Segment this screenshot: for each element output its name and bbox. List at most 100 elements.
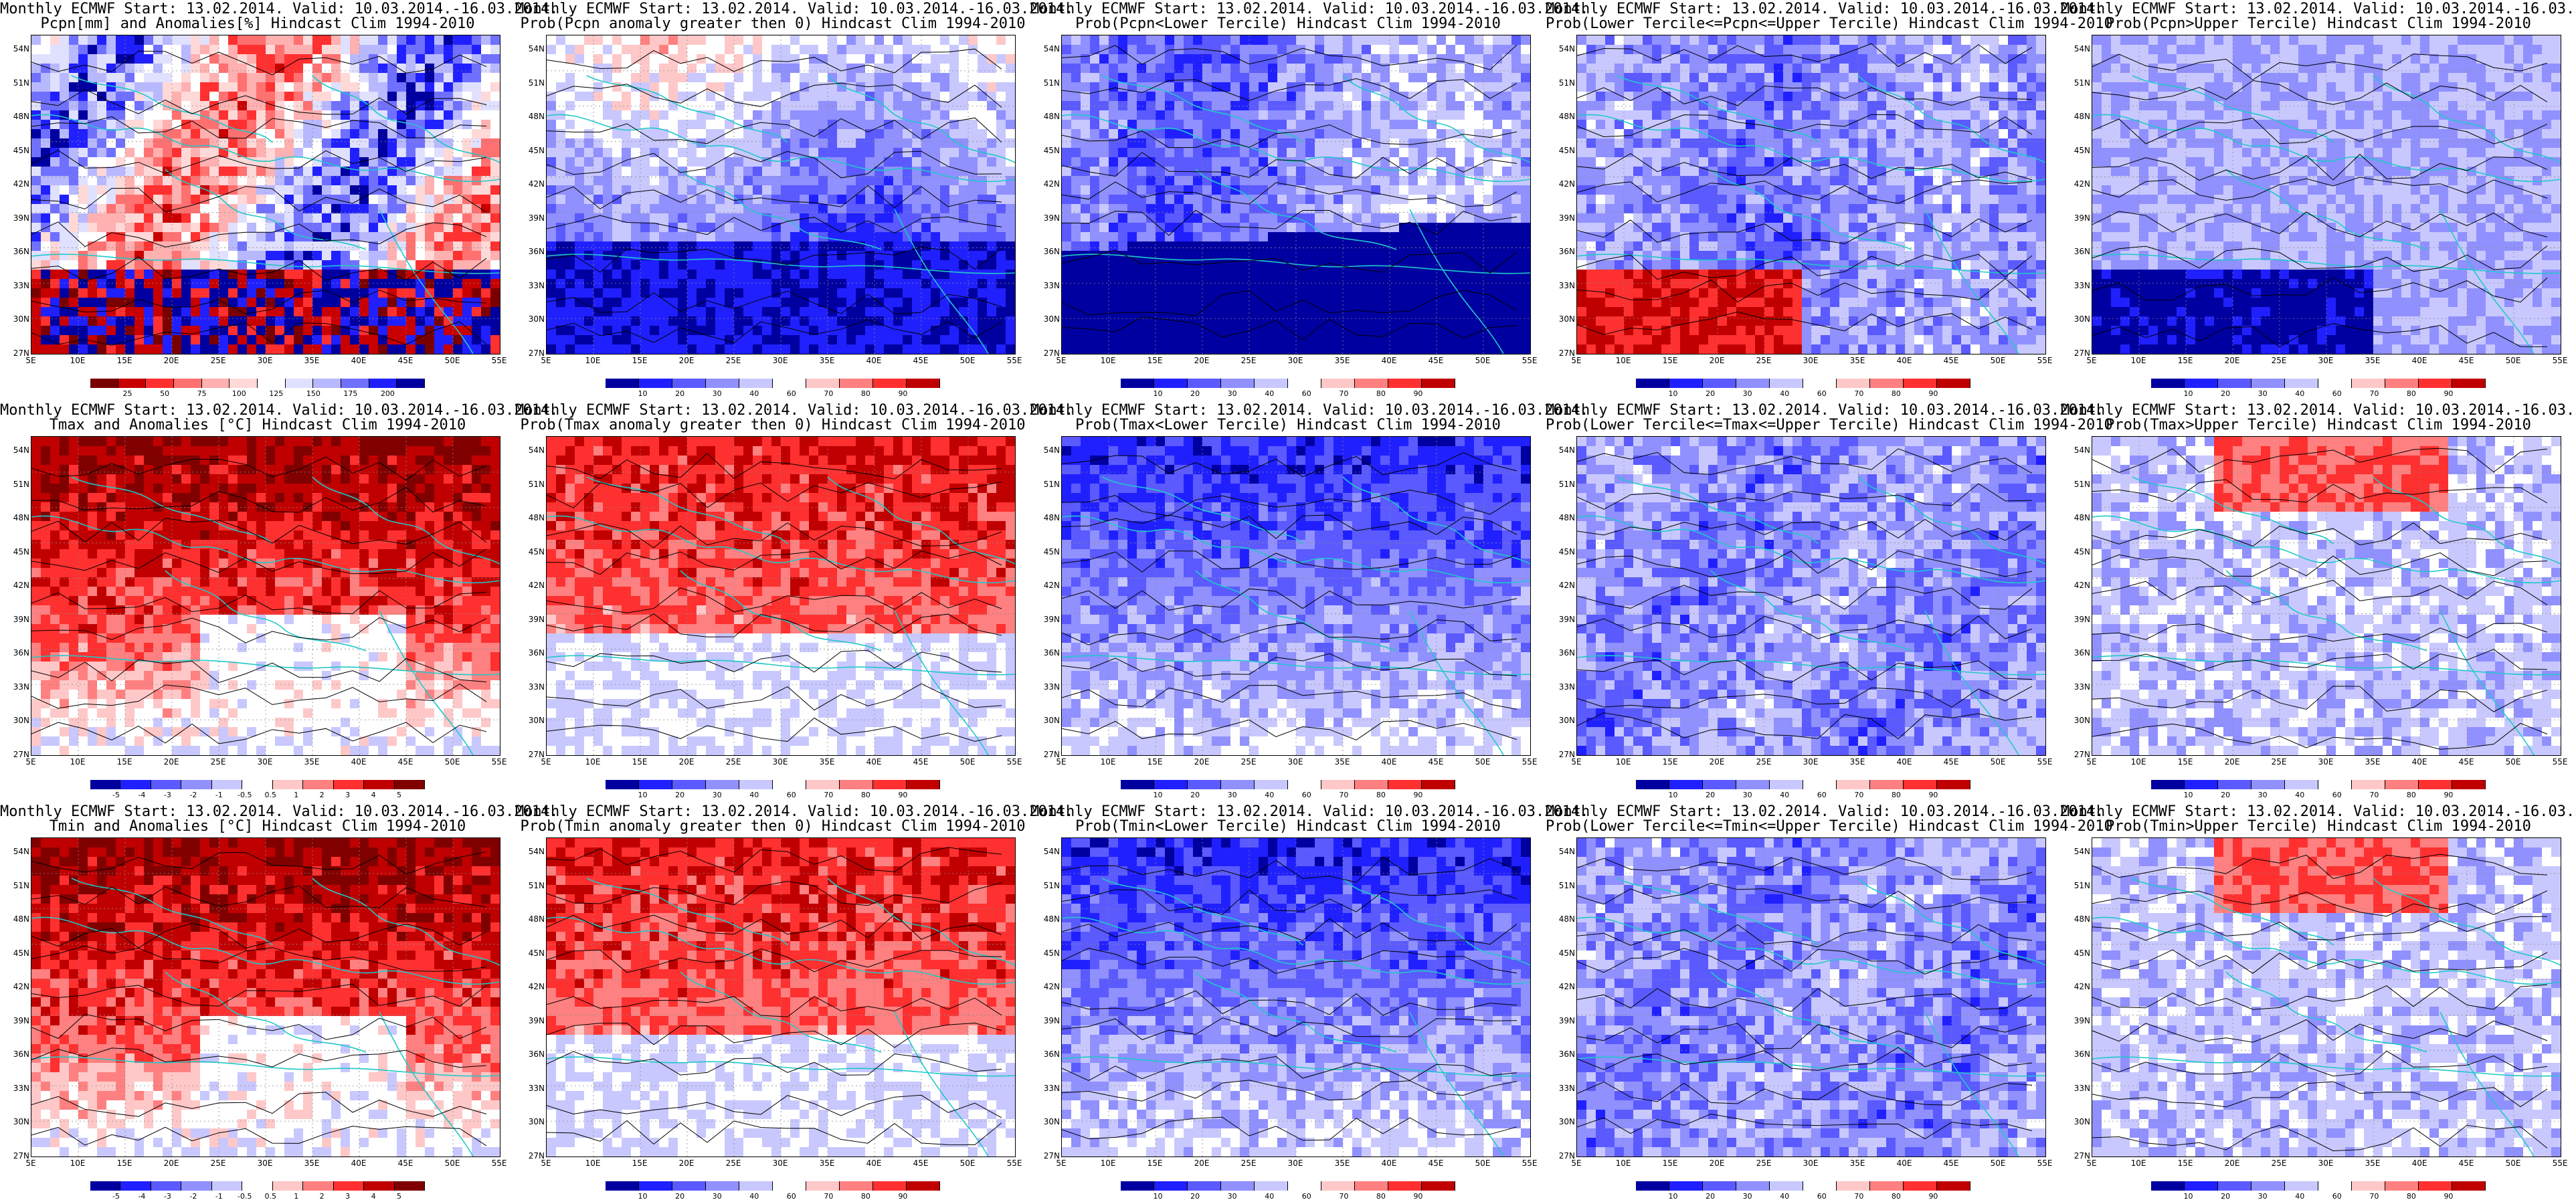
longitude-label: 15E (626, 1159, 653, 1168)
map-area (1061, 35, 1531, 355)
colorbar-segment (840, 379, 873, 388)
longitude-label: 15E (111, 1159, 138, 1168)
map-area (1576, 837, 2046, 1157)
longitude-label: 10E (1095, 356, 1121, 365)
latitude-label: 45N (2070, 948, 2090, 958)
latitude-label: 36N (1555, 1049, 1575, 1059)
colorbar-tick-label: 90 (1928, 1192, 1938, 1201)
colorbar-segment (333, 780, 365, 789)
longitude-label: 20E (1188, 757, 1215, 767)
latitude-label: 48N (1040, 112, 1060, 121)
colorbar-tick-label: 2 (320, 1192, 325, 1201)
longitude-label: 50E (2500, 757, 2526, 767)
colorbar-tick-label: 90 (2444, 791, 2453, 799)
latitude-label: 48N (525, 914, 545, 924)
colorbar-segment (201, 379, 230, 388)
colorbar-tick-label: 60 (1817, 791, 1827, 799)
longitude-label: 25E (1750, 356, 1777, 365)
colorbar-segment (1388, 1181, 1422, 1191)
colorbar (1121, 780, 1455, 789)
panel-title-line1: Monthly ECMWF Start: 13.02.2014. Valid: … (1030, 403, 1588, 419)
colorbar-segment (2285, 1181, 2318, 1191)
panel-title-line1: Monthly ECMWF Start: 13.02.2014. Valid: … (515, 1, 1073, 17)
map-area (546, 35, 1016, 355)
colorbar-segment (1803, 1181, 1837, 1191)
colorbar-segment (739, 1181, 773, 1191)
latitude-label: 51N (525, 78, 545, 88)
longitude-label: 45E (1938, 356, 1964, 365)
latitude-label: 30N (1040, 716, 1060, 725)
latitude-label: 27N (1040, 750, 1060, 759)
colorbar-tick-label: 70 (824, 389, 833, 398)
colorbar-segment (1669, 379, 1703, 388)
colorbar-segment (1154, 780, 1188, 789)
colorbar-segment (1422, 780, 1455, 789)
colorbar-tick-label: 70 (2369, 389, 2379, 398)
longitude-label: 40E (345, 757, 372, 767)
colorbar-tick-label: 10 (1669, 791, 1678, 799)
colorbar-tick-label: -5 (112, 1192, 120, 1201)
panel-title-line1: Monthly ECMWF Start: 13.02.2014. Valid: … (1546, 804, 2104, 820)
colorbar (606, 780, 940, 789)
colorbar-segment (1770, 379, 1803, 388)
colorbar-tick-label: 40 (1780, 389, 1789, 398)
longitude-label: 20E (158, 757, 185, 767)
longitude-label: 25E (1750, 757, 1777, 767)
latitude-label: 48N (1040, 914, 1060, 924)
map-area (1576, 436, 2046, 756)
colorbar (2151, 1181, 2486, 1191)
longitude-label: 35E (2359, 757, 2386, 767)
colorbar-tick-label: 90 (2444, 1192, 2453, 1201)
longitude-label: 20E (2219, 1159, 2245, 1168)
colorbar-segment (1870, 379, 1904, 388)
colorbar-tick-label: 30 (1743, 1192, 1752, 1201)
colorbar-segment (606, 780, 639, 789)
map-field (31, 35, 500, 354)
longitude-label: 40E (860, 757, 887, 767)
longitude-label: 5E (17, 1159, 44, 1168)
longitude-label: 50E (1469, 356, 1496, 365)
colorbar-segment (257, 379, 286, 388)
panel-title-line2: Prob(Tmax>Upper Tercile) Hindcast Clim 1… (2061, 417, 2576, 433)
longitude-label: 45E (1938, 757, 1964, 767)
longitude-label: 10E (1095, 1159, 1121, 1168)
colorbar-segment (272, 1181, 304, 1191)
latitude-label: 30N (1555, 1117, 1575, 1126)
latitude-label: 39N (1555, 213, 1575, 223)
colorbar-segment (1870, 1181, 1904, 1191)
colorbar-tick-label: 60 (787, 791, 796, 799)
longitude-label: 10E (1610, 1159, 1637, 1168)
colorbar-segment (2385, 1181, 2419, 1191)
colorbar-tick-label: 90 (1928, 791, 1938, 799)
colorbar-tick-label: 40 (2295, 791, 2304, 799)
longitude-label: 5E (2078, 757, 2105, 767)
longitude-label: 20E (1188, 1159, 1215, 1168)
longitude-label: 5E (1048, 1159, 1075, 1168)
colorbar-segment (773, 379, 806, 388)
longitude-label: 5E (1563, 1159, 1590, 1168)
colorbar-segment (2251, 379, 2285, 388)
latitude-label: 51N (1555, 480, 1575, 489)
colorbar-tick-label: 30 (1228, 389, 1237, 398)
colorbar-segment (739, 780, 773, 789)
latitude-label: 42N (9, 982, 29, 991)
map-area (31, 436, 500, 756)
colorbar-tick-label: 80 (2407, 389, 2416, 398)
longitude-label: 30E (2312, 1159, 2339, 1168)
colorbar-segment (120, 780, 151, 789)
colorbar-tick-label: 10 (2184, 791, 2193, 799)
colorbar-segment (1121, 780, 1154, 789)
colorbar (1636, 1181, 1970, 1191)
colorbar-segment (2318, 780, 2352, 789)
colorbar-segment (873, 780, 907, 789)
longitude-label: 55E (1001, 757, 1028, 767)
colorbar-tick-label: 75 (197, 389, 207, 398)
colorbar-tick-label: 30 (1743, 389, 1752, 398)
colorbar-segment (1154, 1181, 1188, 1191)
colorbar-segment (2452, 780, 2486, 789)
longitude-label: 50E (1469, 757, 1496, 767)
map-panel: Monthly ECMWF Start: 13.02.2014. Valid: … (2061, 0, 2576, 401)
longitude-label: 25E (1235, 1159, 1262, 1168)
longitude-label: 45E (1422, 757, 1449, 767)
latitude-label: 48N (1555, 112, 1575, 121)
